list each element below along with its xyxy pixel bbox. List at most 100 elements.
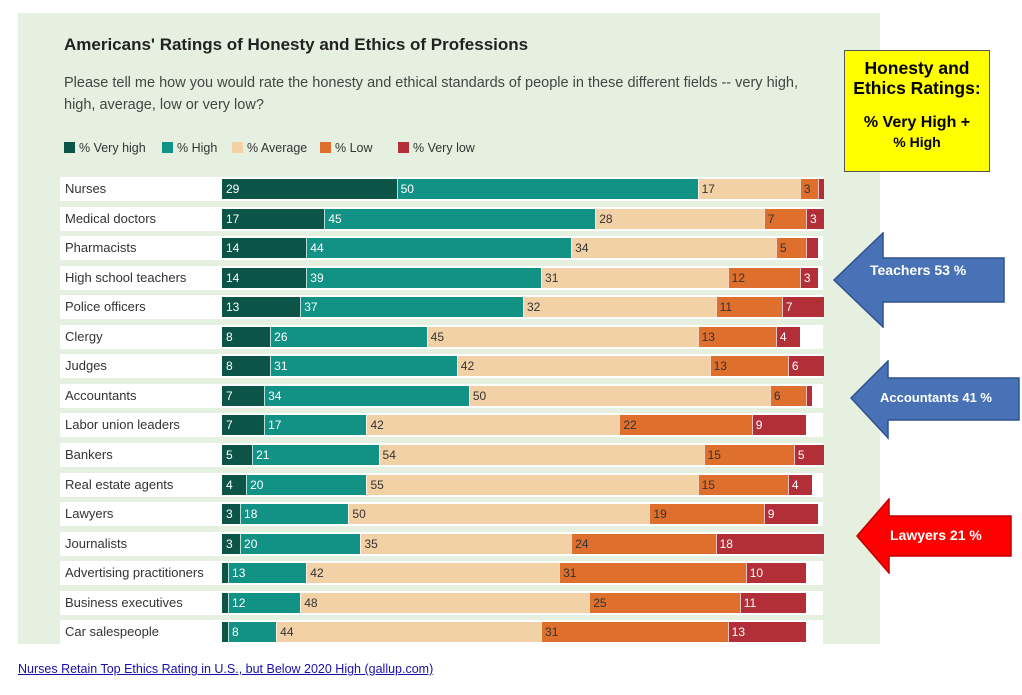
bar-segment-low xyxy=(559,563,746,584)
bar-segment-low xyxy=(649,504,764,525)
bar-segment-very-low xyxy=(715,533,824,554)
data-label: 24 xyxy=(575,536,589,551)
bar-segment-very-low xyxy=(787,474,812,495)
category-label: Business executives xyxy=(65,594,183,610)
bar-segment-very-low xyxy=(805,208,824,229)
data-label: 35 xyxy=(364,536,378,551)
bar-segment-low xyxy=(697,326,776,347)
bar-segment-very-high xyxy=(222,592,229,613)
bar-segment-high xyxy=(228,563,307,584)
teachers-arrow-label: Teachers 53 % xyxy=(870,262,967,278)
bar-segment-high xyxy=(270,326,427,347)
data-label: 42 xyxy=(310,566,324,581)
chart-subtitle: Please tell me how you would rate the ho… xyxy=(64,75,799,113)
left-arrow-icon xyxy=(850,360,1020,440)
bar-segment-high xyxy=(396,179,698,199)
bar-segment-average xyxy=(366,415,620,436)
bar-segment-very-high xyxy=(222,208,325,229)
data-label: 44 xyxy=(280,625,294,640)
data-label: 31 xyxy=(545,625,559,640)
data-label: 3 xyxy=(226,536,233,551)
data-label: 8 xyxy=(232,625,239,640)
data-label: 13 xyxy=(226,300,240,315)
data-label: 14 xyxy=(226,241,240,256)
category-label: Medical doctors xyxy=(65,210,157,226)
data-label: 12 xyxy=(232,595,246,610)
bar-segment-low xyxy=(775,238,806,259)
data-label: 6 xyxy=(791,359,799,374)
legend-label: % High xyxy=(177,141,218,155)
data-label: 3 xyxy=(226,507,233,522)
data-label: 55 xyxy=(370,477,384,492)
data-label: 18 xyxy=(719,536,733,551)
data-label: 42 xyxy=(370,418,384,433)
legend-item-high: % High xyxy=(162,141,217,155)
data-label: 11 xyxy=(719,300,733,315)
category-label: Accountants xyxy=(65,387,137,403)
callout-line-1: Honesty and xyxy=(864,58,970,78)
category-label: Nurses xyxy=(65,181,107,196)
data-label: 8 xyxy=(226,359,233,374)
data-label: 17 xyxy=(226,211,240,226)
bar-segment-low xyxy=(571,533,716,554)
data-label: 9 xyxy=(767,507,775,522)
bar-segment-low xyxy=(697,474,788,495)
legend-label: % Very low xyxy=(413,141,475,155)
bar-segment-very-high xyxy=(222,504,241,525)
data-label: 17 xyxy=(701,182,715,196)
category-label: Pharmacists xyxy=(65,240,137,256)
bar-segment-very-low xyxy=(745,563,806,584)
data-label: 20 xyxy=(250,477,264,492)
bar-segment-very-high xyxy=(222,297,301,318)
bar-segment-low xyxy=(619,415,752,436)
bar-segment-high xyxy=(246,474,367,495)
data-label: 13 xyxy=(713,359,727,374)
data-label: 34 xyxy=(268,388,282,403)
data-label: 15 xyxy=(701,477,715,492)
data-label: 42 xyxy=(460,359,475,374)
category-label: Labor union leaders xyxy=(65,417,180,433)
data-label: 54 xyxy=(382,447,396,462)
bar-segment-very-low xyxy=(805,385,812,406)
bar-segment-very-high xyxy=(222,267,307,288)
bar-segment-high xyxy=(306,267,542,288)
bar-segment-very-high xyxy=(222,356,271,377)
source-link[interactable]: Nurses Retain Top Ethics Rating in U.S.,… xyxy=(18,662,434,676)
legend-label: % Very high xyxy=(79,141,146,155)
data-label: 13 xyxy=(232,566,246,581)
data-label: 7 xyxy=(226,418,233,433)
chart-title: Americans' Ratings of Honesty and Ethics… xyxy=(64,35,529,54)
bar-segment-very-low xyxy=(781,297,824,318)
data-label: 4 xyxy=(779,329,787,344)
data-label: 28 xyxy=(599,211,613,226)
bar-segment-high xyxy=(252,444,379,465)
accountants-arrow-label: Accountants 41 % xyxy=(880,390,992,405)
callout-heading: Honesty and Ethics Ratings: xyxy=(845,58,989,98)
data-label: 7 xyxy=(226,388,233,403)
bar-segment-very-high xyxy=(222,415,265,436)
data-label: 45 xyxy=(430,329,445,344)
bar-segment-very-low xyxy=(775,326,800,347)
data-label: 31 xyxy=(274,359,288,374)
legend-item-low: % Low xyxy=(320,141,373,155)
data-label: 19 xyxy=(653,507,667,522)
data-label: 45 xyxy=(328,211,342,226)
data-label: 20 xyxy=(244,536,258,551)
category-label: Bankers xyxy=(65,446,113,462)
teachers-arrow-callout: Teachers 53 % xyxy=(833,232,1005,328)
bar-segment-very-low xyxy=(799,267,818,288)
data-label: 12 xyxy=(731,270,746,285)
legend-swatch xyxy=(320,142,331,153)
data-label: 13 xyxy=(701,329,715,344)
bar-segment-average xyxy=(348,504,650,525)
data-label: 29 xyxy=(226,182,240,196)
bar-segment-average xyxy=(276,622,542,643)
bar-segment-very-high xyxy=(222,385,265,406)
data-label: 44 xyxy=(310,241,324,256)
data-label: 8 xyxy=(226,329,233,344)
bar-segment-low xyxy=(727,267,800,288)
bar-segment-average xyxy=(456,356,710,377)
data-label: 31 xyxy=(545,270,559,285)
bar-segment-high xyxy=(240,533,361,554)
bar-segment-high xyxy=(306,238,572,259)
